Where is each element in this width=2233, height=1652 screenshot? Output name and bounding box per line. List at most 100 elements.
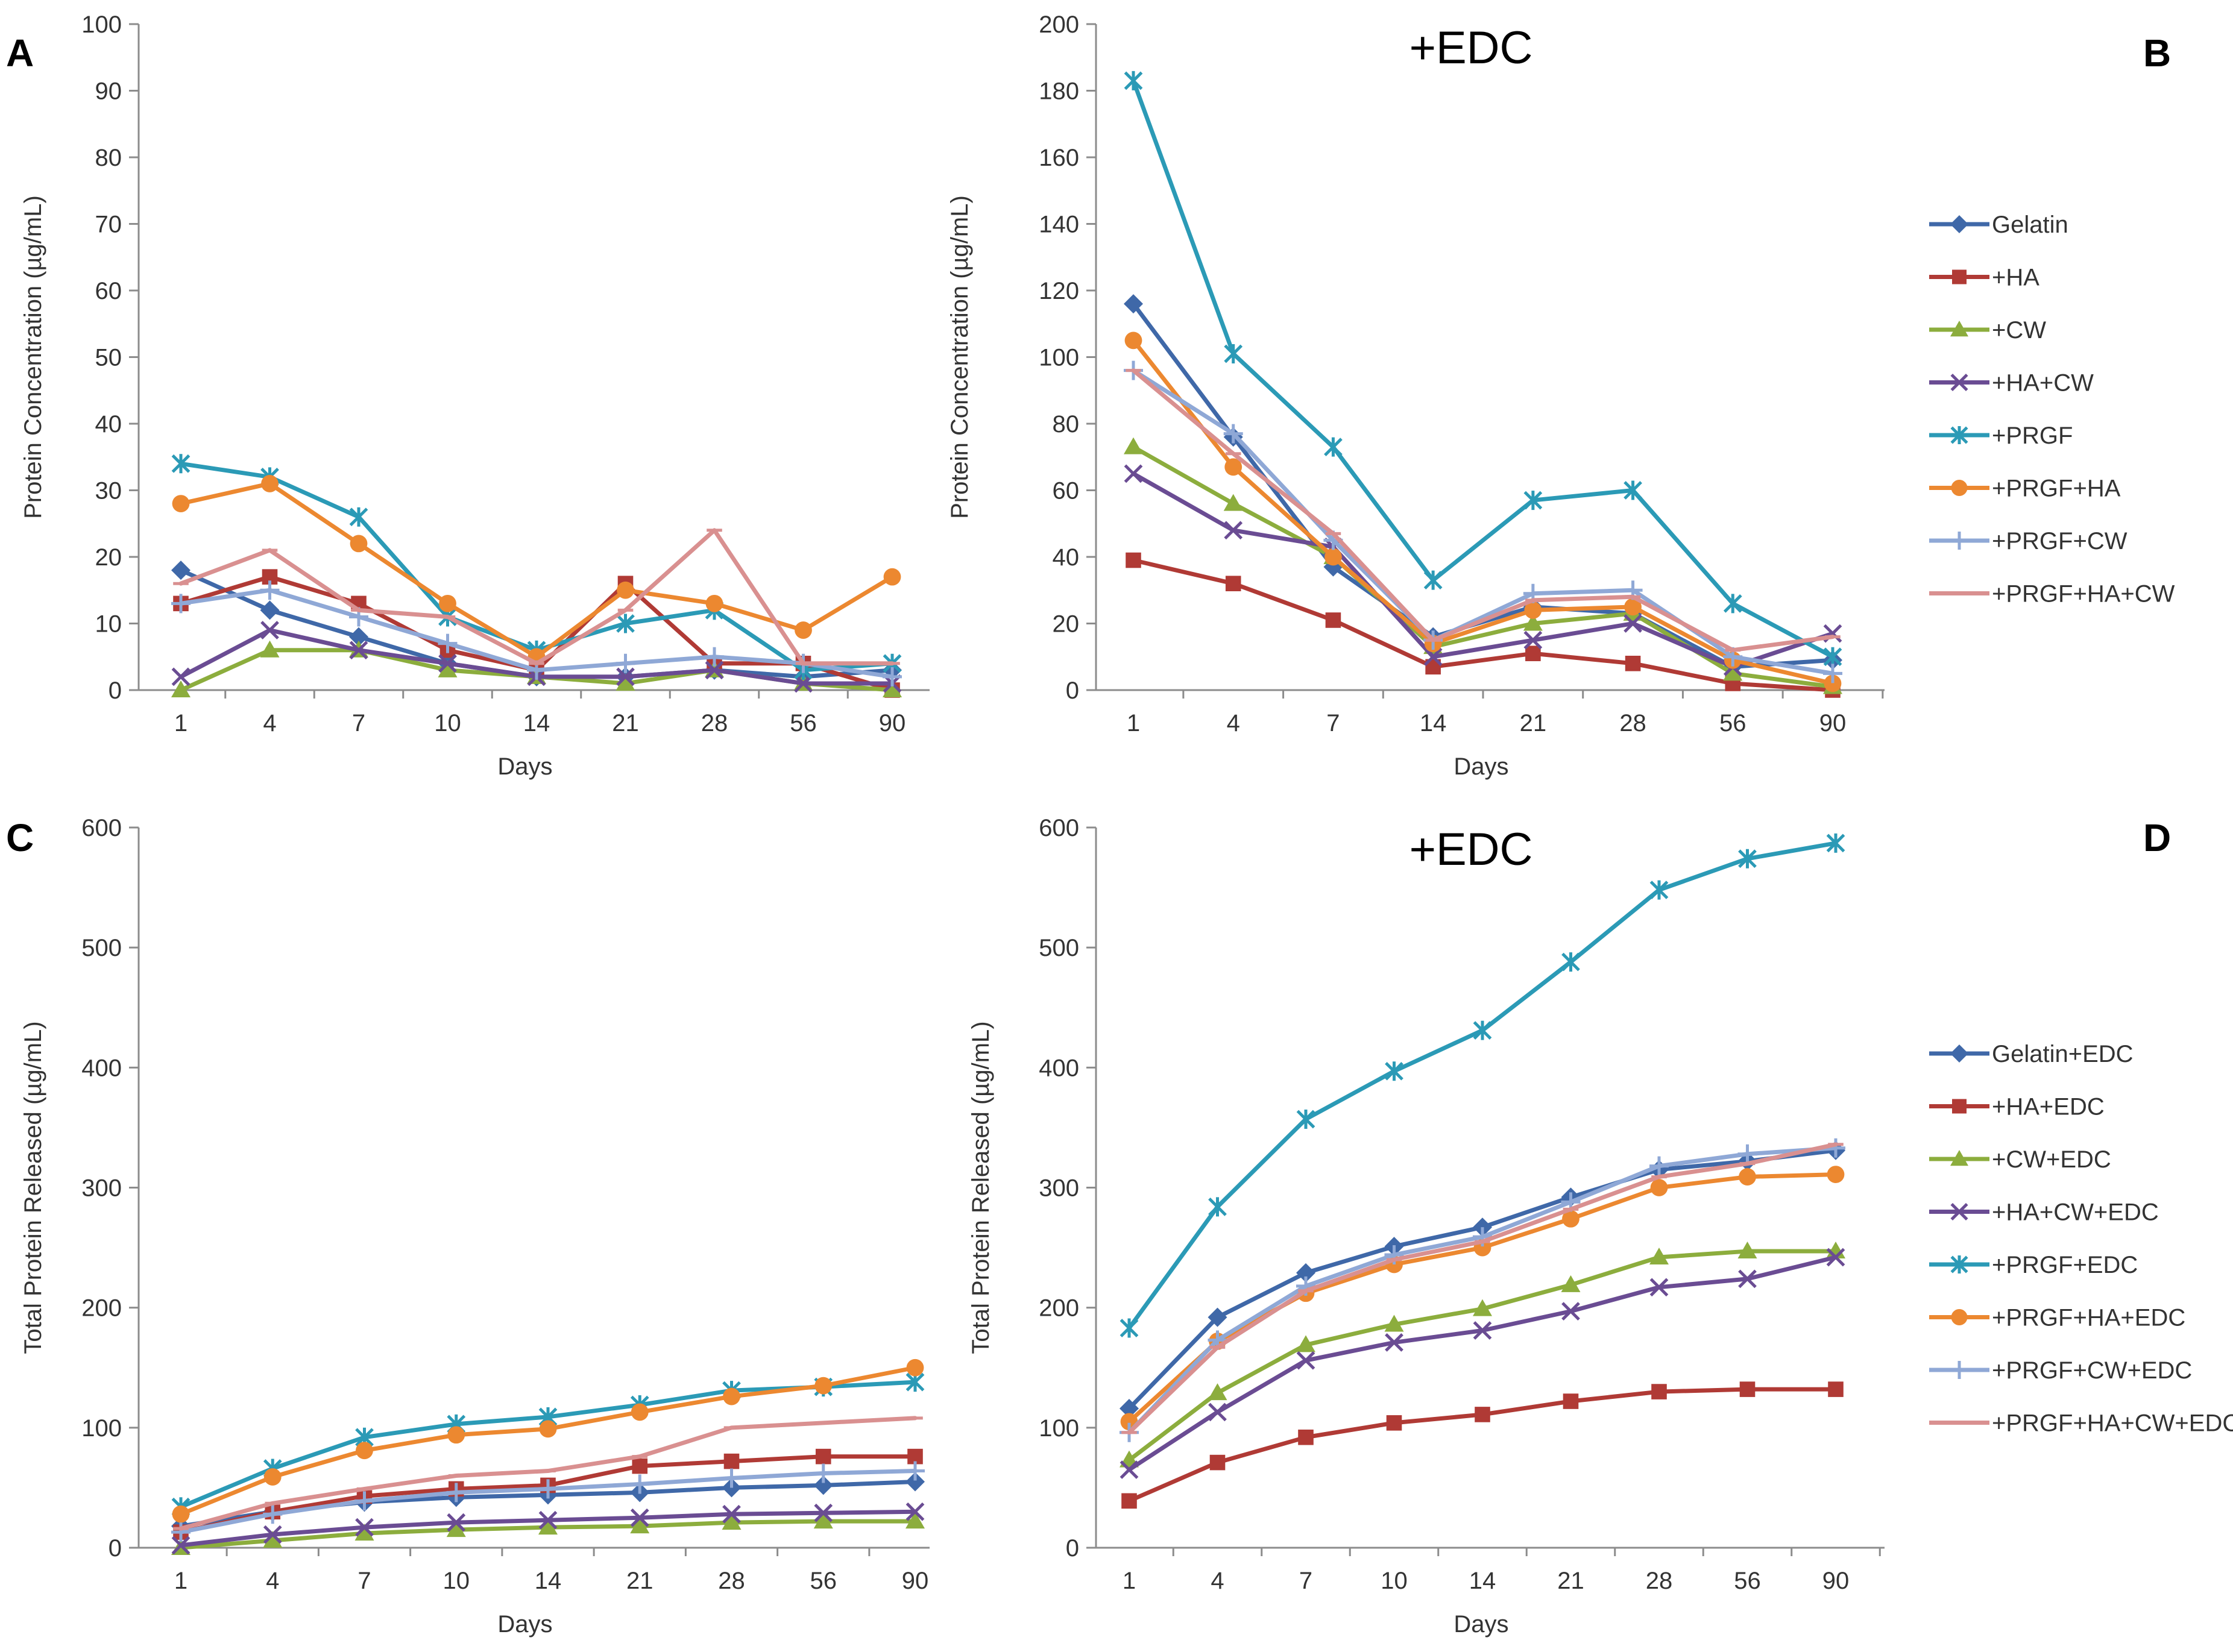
series-7: [173, 528, 900, 666]
x-axis-title: Days: [497, 753, 552, 780]
data-point: [631, 1403, 649, 1421]
data-point: [446, 1483, 466, 1503]
data-point: [263, 1525, 282, 1544]
legend-label: +HA+CW: [1992, 370, 2094, 397]
legend-item: +PRGF+CW: [1929, 528, 2127, 554]
y-tick-label: 100: [81, 1415, 122, 1442]
data-point: [1823, 664, 1842, 683]
data-point: [1562, 1210, 1579, 1228]
series-1: [1121, 1381, 1844, 1509]
x-tick-label: 90: [879, 710, 906, 736]
data-point: [1473, 1020, 1492, 1040]
data-point: [261, 475, 279, 492]
legend-swatch-marker: [1950, 1202, 1968, 1221]
legend-swatch-marker: [1950, 1255, 1968, 1274]
data-point: [1523, 614, 1543, 631]
data-point: [1826, 833, 1845, 853]
x-tick-label: 28: [1646, 1568, 1673, 1594]
legend-swatch-marker: [1950, 1361, 1968, 1379]
data-point: [263, 1531, 283, 1548]
data-point: [1561, 1275, 1581, 1292]
data-point: [1298, 1429, 1314, 1445]
y-tick-label: 10: [95, 611, 122, 638]
data-point: [1649, 880, 1669, 900]
legend-label: +PRGF+CW+EDC: [1992, 1357, 2192, 1384]
x-tick-label: 7: [352, 710, 365, 736]
y-axis-title: Protein Concentration (µg/mL): [946, 195, 973, 519]
legend-swatch-marker: [1950, 532, 1968, 550]
data-point: [1209, 1454, 1226, 1471]
y-tick-label: 0: [109, 1535, 122, 1562]
x-tick-label: 1: [1123, 1568, 1136, 1594]
y-tick-label: 90: [95, 78, 122, 105]
data-point: [438, 654, 457, 673]
series-line: [1131, 78, 1835, 659]
x-tick-label: 28: [718, 1568, 745, 1594]
y-tick-label: 600: [1039, 815, 1079, 841]
data-point: [1563, 1393, 1579, 1409]
x-tick-label: 10: [1381, 1568, 1408, 1594]
data-point: [794, 674, 813, 693]
data-point: [355, 1518, 374, 1537]
data-point: [723, 1453, 740, 1469]
y-tick-label: 200: [1039, 1295, 1079, 1322]
x-tick-label: 7: [1326, 710, 1340, 736]
legend-item: +PRGF+EDC: [1929, 1252, 2138, 1278]
data-point: [705, 594, 723, 612]
x-tick-label: 4: [266, 1568, 279, 1594]
x-tick-label: 4: [1227, 710, 1240, 736]
x-tick-label: 56: [1734, 1568, 1761, 1594]
x-axis-title: Days: [1453, 753, 1508, 780]
data-point: [349, 627, 368, 647]
y-tick-label: 600: [81, 815, 122, 841]
x-tick-label: 28: [701, 710, 728, 736]
x-tick-label: 28: [1619, 710, 1646, 736]
legend: Gelatin+HA+CW+HA+CW+PRGF+PRGF+HA+PRGF+CW…: [1929, 212, 2175, 608]
data-point: [1561, 1302, 1580, 1321]
data-point: [439, 594, 456, 612]
data-point: [171, 561, 191, 580]
x-tick-label: 4: [1211, 1568, 1224, 1594]
data-point: [1739, 1168, 1756, 1186]
legend-label: +HA+CW+EDC: [1992, 1199, 2159, 1226]
x-tick-label: 21: [612, 710, 639, 736]
data-point: [260, 580, 280, 600]
data-point: [616, 667, 635, 686]
data-point: [1124, 464, 1143, 483]
panel-subtitle: +EDC: [1409, 22, 1533, 74]
legend-item: Gelatin: [1929, 212, 2068, 238]
legend-swatch-marker: [1950, 426, 1968, 444]
data-point: [1624, 480, 1642, 500]
x-tick-label: 90: [902, 1568, 929, 1594]
legend-swatch-marker: [1951, 1309, 1968, 1325]
x-tick-label: 7: [357, 1568, 371, 1594]
data-point: [905, 1461, 925, 1481]
y-tick-label: 80: [1053, 411, 1080, 438]
x-tick-label: 21: [626, 1568, 654, 1594]
y-tick-label: 60: [95, 278, 122, 304]
legend-label: +PRGF+HA+CW+EDC: [1992, 1410, 2233, 1437]
y-tick-label: 60: [1053, 478, 1080, 504]
series-line: [1131, 368, 1835, 676]
x-tick-label: 4: [263, 710, 276, 736]
data-point: [1126, 552, 1141, 568]
series-line: [1131, 558, 1835, 693]
data-point: [1824, 674, 1842, 693]
legend-item: +CW+EDC: [1929, 1146, 2111, 1173]
x-tick-label: 21: [1520, 710, 1547, 736]
data-point: [616, 673, 635, 691]
x-tick-label: 1: [174, 1568, 187, 1594]
legend-label: +CW+EDC: [1992, 1146, 2111, 1173]
legend-item: +PRGF+HA+CW+EDC: [1929, 1410, 2233, 1437]
panel-letter: C: [6, 816, 34, 859]
y-axis-title: Total Protein Released (µg/mL): [20, 1021, 46, 1354]
data-point: [1325, 612, 1341, 628]
legend-swatch-marker: [1950, 373, 1968, 392]
data-point: [1828, 1381, 1844, 1397]
data-point: [538, 1518, 558, 1535]
legend-label: +PRGF: [1992, 422, 2073, 449]
data-point: [1624, 614, 1642, 633]
